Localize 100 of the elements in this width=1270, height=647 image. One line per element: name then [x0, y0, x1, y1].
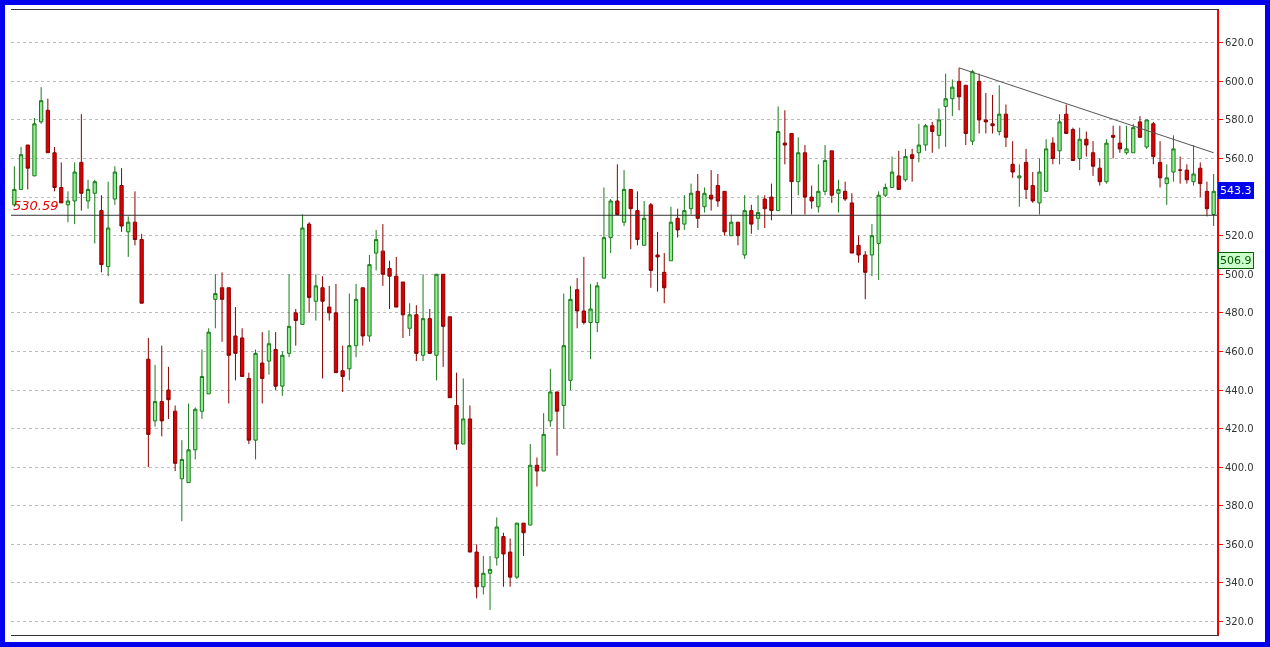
candlestick	[977, 73, 982, 134]
candlestick	[588, 283, 593, 360]
candlestick	[179, 439, 184, 522]
candlestick	[447, 316, 452, 399]
candlestick	[856, 235, 861, 264]
candlestick	[166, 366, 171, 420]
candlestick	[782, 109, 787, 165]
candlestick	[159, 345, 164, 437]
candlestick	[79, 113, 84, 212]
candlestick	[280, 350, 285, 397]
candlestick	[521, 522, 526, 557]
candlestick	[896, 150, 901, 190]
candlestick	[420, 273, 426, 362]
candlestick	[240, 327, 245, 378]
candlestick	[387, 260, 392, 310]
candlestick	[193, 406, 198, 460]
candlestick	[903, 148, 908, 183]
candlestick	[1070, 127, 1076, 161]
candlestick	[796, 136, 801, 196]
candlestick	[1077, 127, 1082, 171]
candlestick	[648, 202, 653, 289]
candlestick	[950, 78, 955, 117]
candlestick	[581, 256, 586, 325]
candlestick	[621, 169, 627, 227]
candlestick	[1111, 125, 1116, 160]
candlestick	[494, 516, 499, 567]
candlestick	[534, 457, 540, 487]
candlestick	[313, 273, 318, 322]
candlestick	[956, 67, 962, 111]
candlestick	[702, 186, 707, 214]
candlestick	[508, 538, 513, 588]
candlestick	[266, 329, 272, 376]
candlestick	[126, 215, 131, 258]
candlestick	[541, 412, 546, 472]
candlestick	[380, 223, 385, 287]
candlestick	[260, 331, 265, 405]
candlestick	[112, 165, 117, 206]
candlestick	[441, 273, 446, 368]
candlestick	[1178, 156, 1183, 185]
candlestick	[333, 283, 339, 374]
candlestick	[219, 271, 225, 343]
y-tick-label: 480.0	[1225, 307, 1254, 319]
candlestick	[1184, 163, 1189, 185]
y-tick-label: 320.0	[1225, 616, 1254, 627]
candlestick	[32, 117, 37, 177]
candlestick	[286, 273, 292, 358]
candlestick	[863, 250, 868, 300]
candlestick	[642, 200, 647, 246]
candlestick	[990, 94, 995, 134]
candlestick	[206, 327, 211, 395]
candlestick	[347, 293, 352, 381]
candlestick	[997, 84, 1002, 136]
candlestick	[454, 372, 459, 451]
candlestick	[59, 161, 64, 204]
candlestick	[876, 190, 881, 281]
candlestick	[226, 287, 231, 405]
candlestick	[72, 161, 77, 225]
candlestick	[1117, 125, 1122, 154]
candlestick	[682, 194, 687, 231]
candlestick	[106, 181, 111, 277]
candlestick	[467, 404, 473, 553]
candlestick	[45, 98, 50, 154]
candlestick	[18, 146, 24, 190]
candlestick	[936, 107, 942, 150]
candlestick	[1171, 134, 1176, 183]
candlestick	[869, 223, 875, 277]
candlestick	[595, 281, 600, 333]
candlestick	[253, 349, 258, 460]
candlestick	[816, 163, 821, 214]
candlestick	[789, 132, 794, 215]
candlestick	[943, 73, 948, 148]
candlestick	[715, 173, 720, 208]
candlestick	[722, 190, 727, 237]
candlestick	[822, 144, 828, 196]
candlestick	[293, 308, 298, 347]
candlestick	[340, 345, 345, 393]
candlestick	[1050, 136, 1055, 165]
candlestick	[39, 86, 44, 125]
candlestick	[695, 173, 700, 229]
candlestick	[1124, 125, 1129, 156]
candlestick	[367, 254, 372, 343]
candlestick	[374, 229, 379, 271]
candlestick	[608, 198, 613, 254]
candlestick	[983, 92, 988, 134]
candlestick	[132, 190, 138, 246]
candlestick	[1104, 138, 1109, 185]
candlestick	[514, 522, 519, 580]
candlestick	[970, 69, 975, 146]
candlestick	[92, 179, 97, 244]
candlestick	[85, 179, 91, 210]
candlestick	[1044, 138, 1049, 192]
candlestick	[474, 543, 479, 599]
candlestick	[1137, 115, 1143, 138]
candlestick	[635, 190, 640, 246]
candlestick	[434, 273, 439, 381]
candlestick	[1131, 123, 1136, 154]
candlestick	[394, 256, 399, 308]
candlestick	[601, 186, 607, 279]
candlestick	[675, 208, 680, 239]
candlestick	[1164, 163, 1169, 206]
